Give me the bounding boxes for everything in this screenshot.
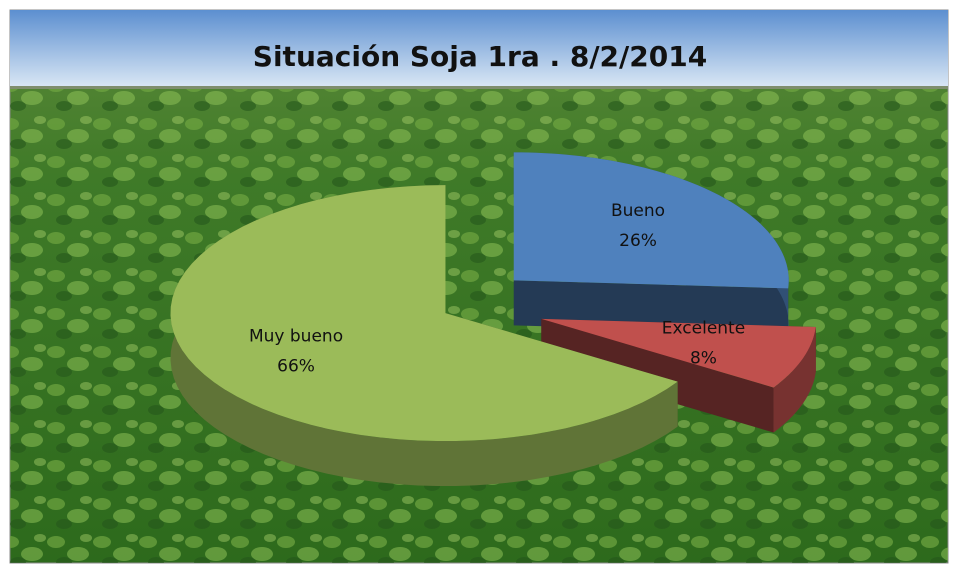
slice-value-label: 8% (690, 348, 717, 368)
slice-label: Muy bueno (249, 326, 343, 346)
pie-slice (170, 185, 678, 442)
pie-side (773, 326, 816, 433)
pie-side (541, 318, 774, 433)
pie-slice (513, 152, 789, 289)
sky (10, 10, 948, 88)
slice-value-label: 66% (277, 356, 315, 376)
pie: Bueno 26% Excelente 8% Muy bueno 66% (170, 152, 816, 487)
chart-title: Situación Soja 1ra . 8/2/2014 (253, 40, 707, 73)
pie-slice (541, 318, 816, 388)
horizon (10, 86, 948, 89)
slice-value-label: 26% (619, 231, 657, 251)
slice-label: Bueno (611, 201, 665, 221)
slice-label: Excelente (662, 318, 745, 338)
